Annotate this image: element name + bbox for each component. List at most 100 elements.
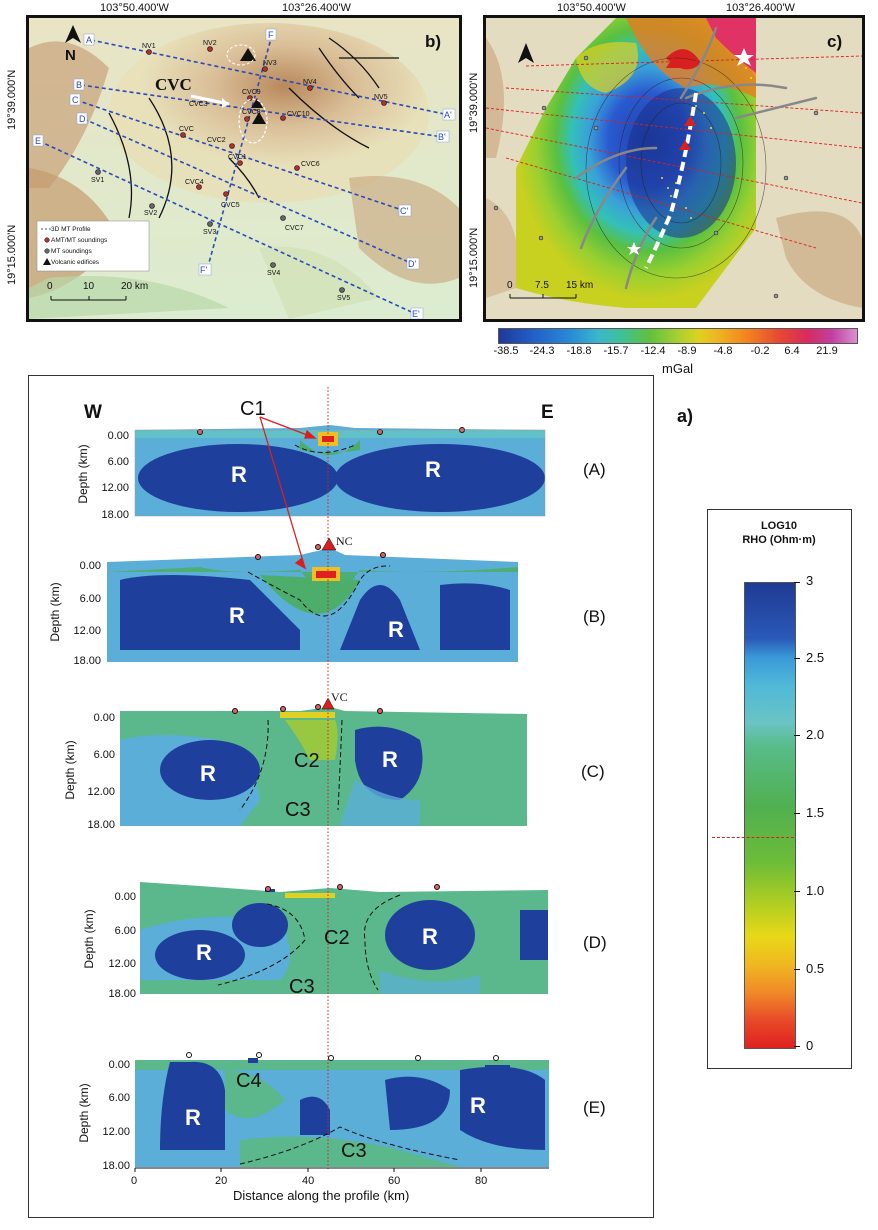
colorbar-tick-1-0: 1.0 [806, 883, 825, 898]
section-a [134, 425, 546, 517]
section-c-tick-18: 18.00 [87, 819, 115, 831]
gravity-tick-3: -18.8 [566, 345, 592, 357]
west-label: W [84, 402, 102, 423]
svg-text:C': C' [400, 206, 408, 216]
section-c-ylabel: Depth (km) [63, 740, 77, 800]
section-d-tick-18: 18.00 [108, 988, 136, 1000]
map-b: A A' B B' C C' D D' E E' F F' [26, 15, 462, 322]
section-d-tick-0: 0.00 [114, 891, 136, 903]
colorbar-tick-2-5: 2.5 [806, 650, 825, 665]
profile-letter-a: A [86, 35, 92, 45]
svg-text:CVC7: CVC7 [285, 225, 304, 232]
svg-text:B: B [76, 80, 82, 90]
svg-text:NV4: NV4 [303, 79, 317, 86]
section-b-body-r2: R [388, 617, 404, 642]
svg-text:C: C [72, 95, 79, 105]
svg-text:NV3: NV3 [263, 60, 277, 67]
svg-text:F: F [268, 30, 274, 40]
section-c-body-c2: C2 [294, 750, 320, 772]
section-d-tick-12: 12.00 [108, 958, 136, 970]
x-tick-80: 80 [475, 1175, 488, 1187]
colorbar-gradient [744, 582, 796, 1049]
section-b-tick-0: 0.00 [79, 560, 101, 572]
colorbar-ticks [794, 582, 808, 1047]
map-b-legend: 3D MT Profile AMT/MT soundings MT soundi… [51, 224, 107, 268]
section-d-body-c2: C2 [324, 927, 350, 949]
section-e-ylabel: Depth (km) [77, 1083, 91, 1143]
c1-label: C1 [240, 398, 266, 420]
colorbar-title-2: RHO (Ohm·m) [742, 534, 816, 546]
gravity-tick-7: -4.8 [713, 345, 733, 357]
section-d-tick-6: 6.00 [114, 925, 136, 937]
section-c-label: (C) [581, 762, 605, 781]
svg-text:CVC8: CVC8 [242, 109, 261, 116]
section-a-tick-6: 6.00 [107, 456, 129, 468]
section-e-tick-0: 0.00 [108, 1059, 130, 1071]
east-label: E [541, 402, 554, 423]
map-c-panel-label: c) [827, 32, 843, 51]
section-d-label: (D) [583, 933, 607, 952]
section-e-tick-6: 6.00 [108, 1092, 130, 1104]
map-c-scale-0: 0 [507, 280, 513, 291]
north-label: N [65, 47, 76, 64]
map-b-terrain: A A' B B' C C' D D' E E' F F' [29, 18, 459, 319]
section-c-tick-12: 12.00 [87, 786, 115, 798]
map-c-lon-label-1: 103°50.400'W [557, 2, 626, 14]
section-d-ylabel: Depth (km) [82, 909, 96, 969]
section-c-body-r2: R [382, 747, 398, 772]
map-c-scale-15: 15 km [566, 280, 594, 291]
svg-text:E': E' [412, 309, 420, 319]
x-tick-0: 0 [131, 1175, 138, 1187]
section-a-tick-18: 18.00 [101, 509, 129, 521]
colorbar-tick-2-0: 2.0 [806, 727, 825, 742]
gravity-tick-1: -38.5 [493, 345, 519, 357]
section-a-label: (A) [583, 460, 606, 479]
section-a-tick-12: 12.00 [101, 482, 129, 494]
svg-text:SV5: SV5 [337, 295, 350, 302]
section-c-body-c3: C3 [285, 799, 311, 821]
section-b-body-r1: R [229, 603, 245, 628]
map-c-lon-label-2: 103°26.400'W [726, 2, 795, 14]
svg-text:CVC9: CVC9 [242, 89, 261, 96]
map-b-lon-label-2: 103°26.400'W [282, 2, 351, 14]
x-tick-40: 40 [302, 1175, 315, 1187]
section-d [140, 882, 548, 994]
section-e-body-c3: C3 [341, 1140, 367, 1162]
section-e [135, 1052, 549, 1167]
map-b-scale-10: 10 [83, 281, 95, 292]
map-b-lon-label-1: 103°50.400'W [100, 2, 169, 14]
gravity-tick-9: 6.4 [784, 345, 800, 357]
section-c-tick-0: 0.00 [93, 712, 115, 724]
svg-text:CVC2: CVC2 [207, 137, 226, 144]
colorbar-tick-3: 3 [806, 573, 814, 588]
resistivity-colorbar-panel: LOG10 RHO (Ohm·m) 3 2.5 2.0 1.5 1.0 0.5 … [707, 509, 852, 1069]
svg-text:CVC4: CVC4 [185, 179, 204, 186]
section-c-volcano: VC [331, 690, 348, 704]
svg-text:B': B' [438, 132, 446, 142]
gravity-tick-2: -24.3 [529, 345, 555, 357]
section-c-tick-6: 6.00 [93, 749, 115, 761]
svg-text:CVC3: CVC3 [189, 101, 208, 108]
colorbar-tick-1-5: 1.5 [806, 805, 825, 820]
cvc-label: CVC [155, 75, 192, 94]
map-b-scale-0: 0 [47, 281, 53, 292]
legend-mt: MT soundings [51, 248, 92, 255]
legend-profile: 3D MT Profile [51, 226, 91, 233]
section-e-body-r2: R [470, 1093, 486, 1118]
section-b-tick-6: 6.00 [79, 593, 101, 605]
section-a-tick-0: 0.00 [107, 430, 129, 442]
section-a-ylabel: Depth (km) [76, 444, 90, 504]
svg-text:E: E [35, 136, 41, 146]
section-d-body-r2: R [422, 924, 438, 949]
map-c-gravity [486, 18, 862, 319]
svg-text:NV1: NV1 [142, 43, 156, 50]
section-c [120, 697, 527, 826]
section-a-body-r2: R [425, 457, 441, 482]
gravity-tick-4: -15.7 [603, 345, 629, 357]
svg-text:SV4: SV4 [267, 270, 280, 277]
colorbar-title-1: LOG10 [760, 520, 798, 532]
section-e-body-c4: C4 [236, 1070, 262, 1092]
gravity-tick-8: -0.2 [750, 345, 770, 357]
section-b-tick-12: 12.00 [73, 625, 101, 637]
